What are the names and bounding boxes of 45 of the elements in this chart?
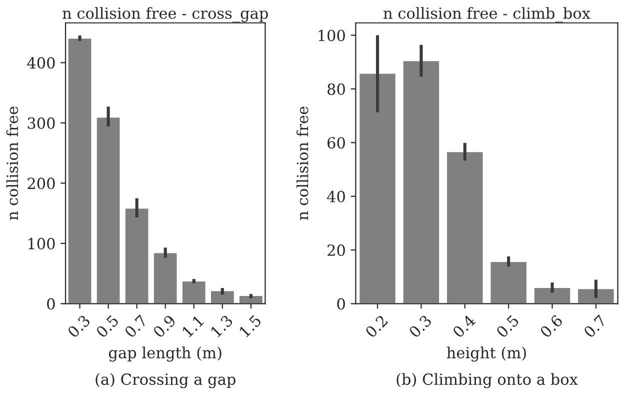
y-tick-label: 100 [28,238,55,250]
bar [124,207,150,304]
x-tick-label: 0.9 [152,314,176,338]
y-tick-label: 20 [328,244,345,256]
x-tick-label: 0.7 [583,314,607,338]
y-tick-label: 80 [328,83,345,95]
bar [402,60,440,304]
bar [181,280,207,304]
bar [152,252,178,304]
y-axis-title: n collision free [6,106,18,220]
x-tick-label: 0.3 [408,314,432,338]
bar [95,116,122,304]
x-tick-label: 0.6 [539,314,564,338]
x-tick-label: 0.2 [364,314,388,338]
x-tick-label: 1.1 [182,315,204,338]
bar [238,294,264,304]
bar [446,150,484,304]
y-tick-label: 40 [326,190,345,202]
chart-title: n collision free - climb_box [384,7,590,22]
bar [576,288,616,304]
bar [532,286,572,304]
bar [210,290,236,304]
x-tick-label: 0.7 [124,314,148,338]
text: (a) Crossing a gap [96,373,236,388]
bar [489,260,528,304]
x-axis-title: gap length (m) [108,346,222,362]
y-tick-label: 400 [27,57,55,69]
y-tick-label: 0 [337,298,345,310]
text: (b) Climbing onto a box [396,373,578,388]
y-tick-label: 0 [47,298,55,310]
y-tick-label: 60 [328,137,345,149]
bar [358,72,397,304]
x-tick-label: 0.5 [95,314,120,338]
x-tick-label: 0.3 [66,314,91,338]
x-tick-label: 1.5 [238,314,262,338]
x-tick-label: 0.5 [496,314,520,338]
y-axis-title: n collision free [296,106,308,220]
x-axis-title: height (m) [446,346,526,362]
x-tick-label: 0.4 [452,314,476,338]
y-tick-label: 300 [28,117,55,129]
chart-title: n collision free - cross_gap [62,7,268,22]
bar [66,37,93,304]
y-tick-label: 100 [318,30,345,42]
x-tick-label: 1.3 [210,314,234,338]
y-tick-label: 200 [28,178,55,190]
